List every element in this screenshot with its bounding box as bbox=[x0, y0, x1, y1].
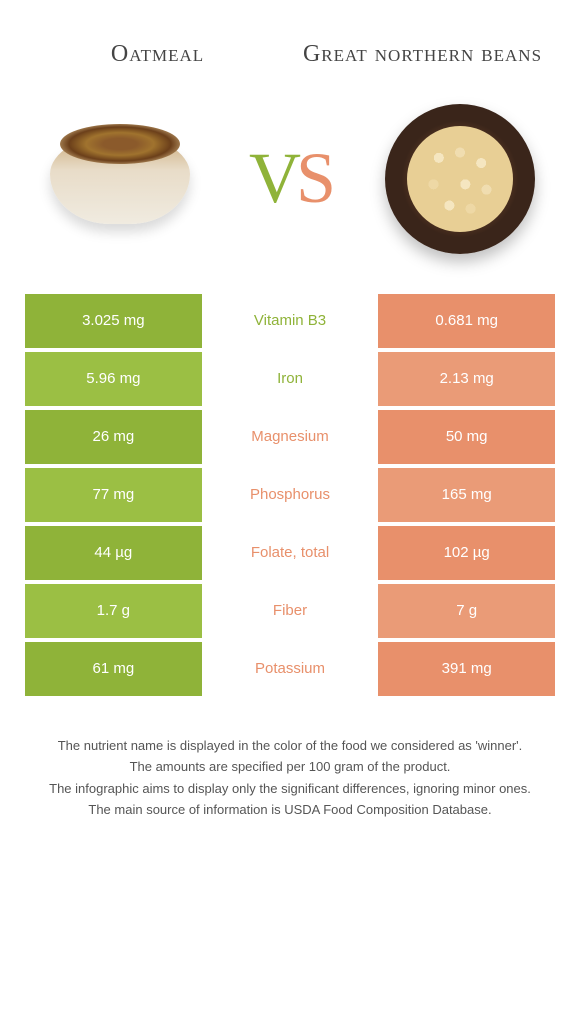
header: Oatmeal Great northern beans bbox=[25, 40, 555, 69]
left-value: 26 mg bbox=[25, 410, 202, 464]
right-value: 391 mg bbox=[378, 642, 555, 696]
right-value: 0.681 mg bbox=[378, 294, 555, 348]
left-value: 61 mg bbox=[25, 642, 202, 696]
nutrient-name: Folate, total bbox=[202, 526, 379, 580]
right-value: 50 mg bbox=[378, 410, 555, 464]
right-food-image bbox=[380, 99, 540, 259]
oatmeal-bowl-icon bbox=[50, 134, 190, 224]
right-value: 165 mg bbox=[378, 468, 555, 522]
left-value: 77 mg bbox=[25, 468, 202, 522]
table-row: 61 mgPotassium391 mg bbox=[25, 642, 555, 696]
footer-line: The amounts are specified per 100 gram o… bbox=[35, 757, 545, 777]
left-value: 5.96 mg bbox=[25, 352, 202, 406]
right-value: 102 µg bbox=[378, 526, 555, 580]
footer-line: The infographic aims to display only the… bbox=[35, 779, 545, 799]
beans-bowl-icon bbox=[385, 104, 535, 254]
nutrient-name: Phosphorus bbox=[202, 468, 379, 522]
table-row: 1.7 gFiber7 g bbox=[25, 584, 555, 638]
table-row: 5.96 mgIron2.13 mg bbox=[25, 352, 555, 406]
right-value: 2.13 mg bbox=[378, 352, 555, 406]
nutrient-name: Potassium bbox=[202, 642, 379, 696]
nutrient-table: 3.025 mgVitamin B30.681 mg5.96 mgIron2.1… bbox=[25, 294, 555, 696]
footer-line: The nutrient name is displayed in the co… bbox=[35, 736, 545, 756]
food-images-row: VS bbox=[25, 99, 555, 259]
table-row: 77 mgPhosphorus165 mg bbox=[25, 468, 555, 522]
left-value: 1.7 g bbox=[25, 584, 202, 638]
table-row: 3.025 mgVitamin B30.681 mg bbox=[25, 294, 555, 348]
left-value: 44 µg bbox=[25, 526, 202, 580]
nutrient-name: Magnesium bbox=[202, 410, 379, 464]
nutrient-name: Fiber bbox=[202, 584, 379, 638]
footer-notes: The nutrient name is displayed in the co… bbox=[25, 736, 555, 820]
nutrient-name: Vitamin B3 bbox=[202, 294, 379, 348]
left-value: 3.025 mg bbox=[25, 294, 202, 348]
table-row: 44 µgFolate, total102 µg bbox=[25, 526, 555, 580]
vs-label: VS bbox=[249, 137, 331, 220]
left-food-title: Oatmeal bbox=[25, 41, 290, 68]
vs-s: S bbox=[296, 138, 331, 218]
vs-v: V bbox=[249, 138, 296, 218]
right-value: 7 g bbox=[378, 584, 555, 638]
table-row: 26 mgMagnesium50 mg bbox=[25, 410, 555, 464]
left-food-image bbox=[40, 99, 200, 259]
footer-line: The main source of information is USDA F… bbox=[35, 800, 545, 820]
nutrient-name: Iron bbox=[202, 352, 379, 406]
right-food-title: Great northern beans bbox=[290, 40, 555, 69]
